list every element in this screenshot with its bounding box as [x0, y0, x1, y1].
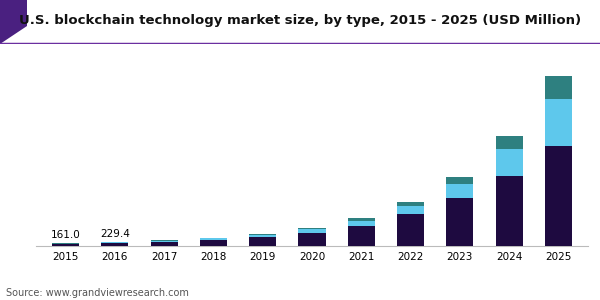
Bar	[446, 184, 473, 198]
Bar	[249, 237, 276, 246]
Bar	[298, 229, 326, 233]
Bar	[446, 176, 473, 184]
Bar	[496, 136, 523, 149]
Bar	[52, 244, 79, 246]
Bar	[348, 221, 375, 226]
Text: 229.4: 229.4	[100, 229, 130, 239]
Bar	[545, 99, 572, 146]
Bar	[249, 235, 276, 237]
Bar	[151, 242, 178, 246]
Bar	[348, 218, 375, 221]
Polygon shape	[0, 0, 27, 44]
Bar	[298, 228, 326, 229]
Text: 161.0: 161.0	[50, 230, 80, 240]
Bar	[397, 206, 424, 214]
Text: U.S. blockchain technology market size, by type, 2015 - 2025 (USD Million): U.S. blockchain technology market size, …	[19, 14, 581, 27]
Text: Source: www.grandviewresearch.com: Source: www.grandviewresearch.com	[6, 289, 189, 298]
Bar	[101, 242, 128, 243]
Bar	[101, 243, 128, 246]
Bar	[496, 149, 523, 176]
Legend: Public Cloud, Private Cloud, Hybrid Cloud: Public Cloud, Private Cloud, Hybrid Clou…	[150, 297, 474, 300]
Bar	[545, 146, 572, 246]
Bar	[151, 241, 178, 242]
Bar	[496, 176, 523, 246]
Bar	[151, 240, 178, 241]
Bar	[200, 240, 227, 246]
Bar	[249, 234, 276, 235]
Bar	[545, 76, 572, 99]
Bar	[397, 214, 424, 246]
Bar	[298, 233, 326, 246]
Bar	[348, 226, 375, 246]
Bar	[446, 198, 473, 246]
Bar	[397, 202, 424, 206]
Bar	[200, 238, 227, 240]
